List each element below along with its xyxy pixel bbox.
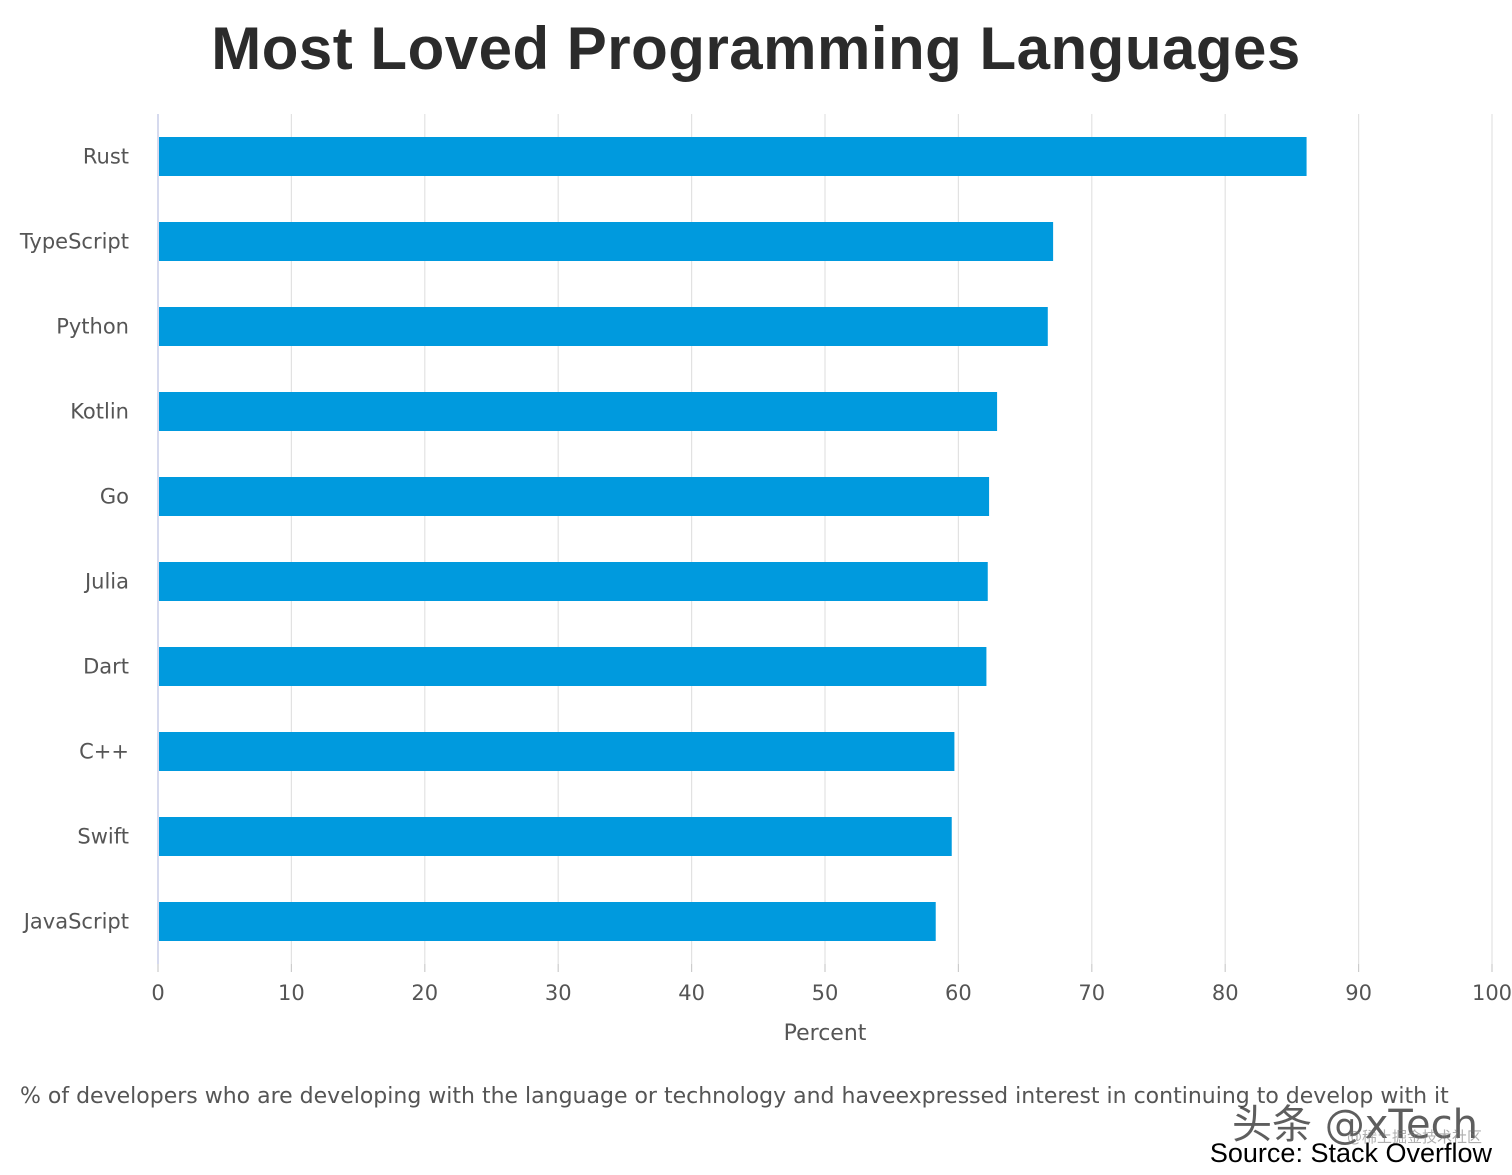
x-tick-label: 60: [945, 981, 972, 1005]
bars: [159, 137, 1307, 941]
category-label: Swift: [77, 825, 129, 849]
bar: [159, 647, 987, 686]
x-tick-label: 90: [1345, 981, 1372, 1005]
category-label: JavaScript: [22, 910, 129, 934]
bar: [159, 137, 1307, 176]
chart-title: Most Loved Programming Languages: [211, 15, 1301, 82]
bar: [159, 732, 955, 771]
category-label: C++: [79, 740, 129, 764]
x-tick-label: 30: [545, 981, 572, 1005]
category-label: Python: [56, 315, 129, 339]
bar: [159, 817, 952, 856]
category-label: Dart: [83, 655, 129, 679]
x-tick-label: 70: [1078, 981, 1105, 1005]
category-label: Kotlin: [70, 400, 129, 424]
source-note: Source: Stack Overflow: [1209, 1138, 1492, 1168]
bar: [159, 902, 936, 941]
bar: [159, 562, 988, 601]
bar: [159, 477, 990, 516]
x-tick-label: 20: [411, 981, 438, 1005]
chart-caption: % of developers who are developing with …: [20, 1084, 1449, 1109]
x-axis-label: Percent: [784, 1021, 867, 1046]
bar: [159, 392, 998, 431]
category-label: TypeScript: [19, 230, 129, 254]
category-label: Julia: [83, 570, 129, 594]
category-label: Rust: [83, 145, 129, 169]
x-tick-label: 50: [812, 981, 839, 1005]
x-tick-label: 80: [1212, 981, 1239, 1005]
x-tick-label: 100: [1472, 981, 1512, 1005]
x-tick-label: 0: [151, 981, 164, 1005]
x-tick-label: 40: [678, 981, 705, 1005]
category-labels: Rust TypeScript Python Kotlin Go Julia Dart C++…: [19, 145, 129, 934]
bar: [159, 222, 1054, 261]
watermark-sub: @稀土掘金技术社区: [1346, 1128, 1482, 1146]
category-label: Go: [100, 485, 129, 509]
bar: [159, 307, 1048, 346]
x-tick-labels: 0 10 20 30 40 50 60 70 80 90 100: [151, 981, 1512, 1005]
watermark: 头条 @xTech: [1232, 1102, 1478, 1148]
x-tick-label: 10: [278, 981, 305, 1005]
